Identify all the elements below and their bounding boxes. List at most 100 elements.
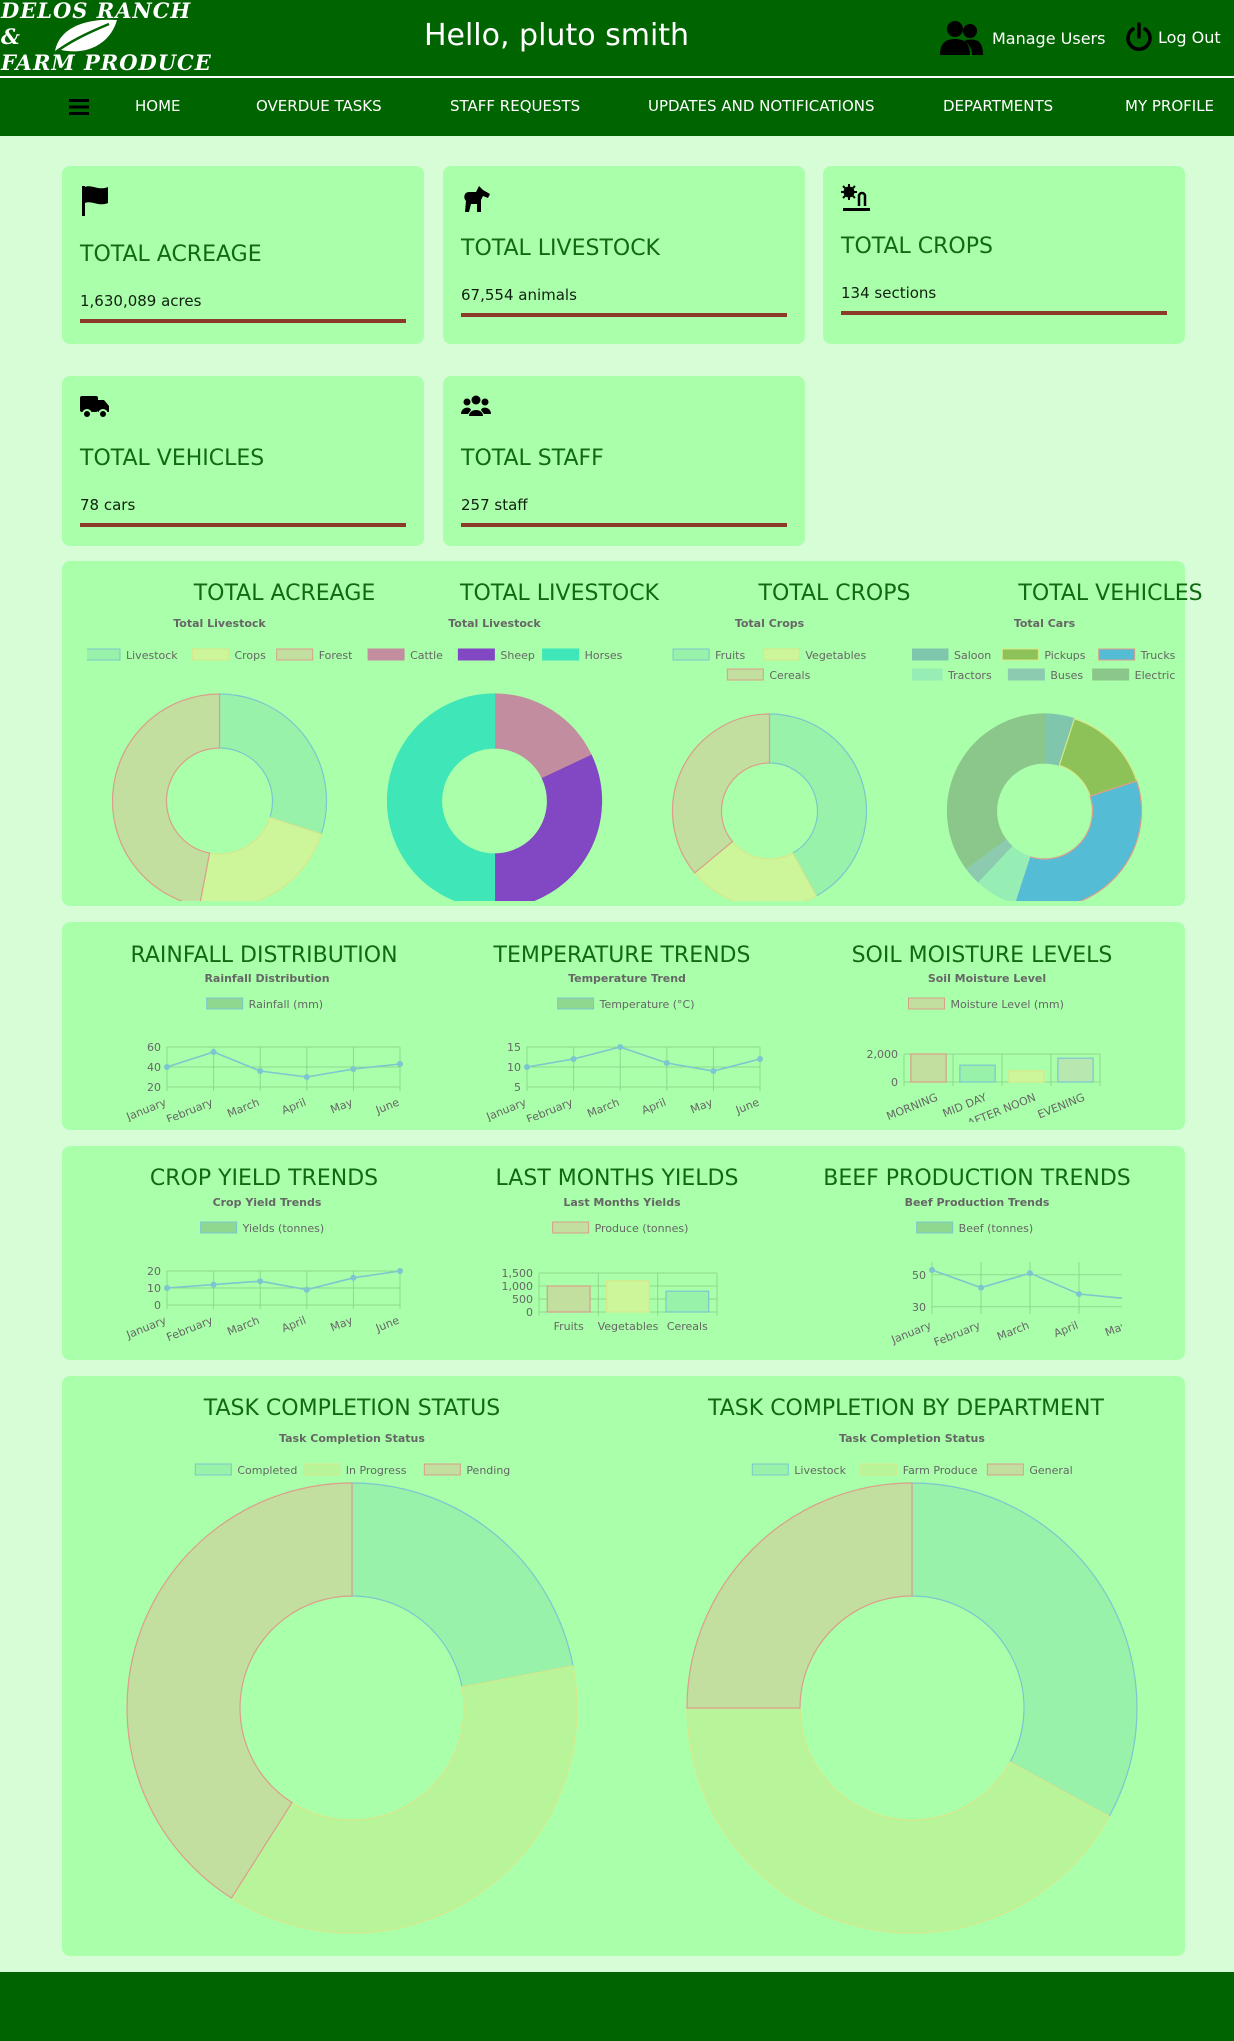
brand-logo[interactable]: DELOS RANCH & FARM PRODUCE — [1, 0, 211, 76]
x-tick-label: June — [373, 1314, 401, 1335]
y-tick-label: 0 — [154, 1299, 161, 1312]
y-tick-label: 1,500 — [502, 1267, 534, 1280]
weather-trends-panel: RAINFALL DISTRIBUTION TEMPERATURE TRENDS… — [62, 922, 1185, 1130]
x-tick-label: June — [733, 1096, 761, 1117]
data-point — [524, 1064, 530, 1070]
x-tick-label: May — [689, 1096, 715, 1117]
greeting-text: Hello, pluto smith — [423, 18, 690, 53]
doughnut-slice — [351, 1482, 574, 1688]
crop-yield-line-chart[interactable]: Crop Yield Trends Yields (tonnes) 20 10 0 Jan… — [122, 1196, 412, 1346]
y-tick-label: 10 — [507, 1061, 521, 1074]
chart-title: Crop Yield Trends — [213, 1196, 322, 1209]
stat-title: TOTAL STAFF — [461, 446, 604, 471]
legend-label: Electric — [1135, 669, 1176, 682]
chart-title: Last Months Yields — [563, 1196, 681, 1209]
y-tick-label: 20 — [147, 1265, 161, 1278]
stat-card-acreage[interactable]: TOTAL ACREAGE 1,630,089 acres — [62, 166, 424, 344]
nav-overdue-tasks[interactable]: OVERDUE TASKS — [256, 97, 382, 115]
doughnut-slice — [493, 754, 603, 901]
legend-label: Horses — [585, 649, 623, 662]
stat-title: TOTAL LIVESTOCK — [461, 236, 660, 261]
logout-button[interactable]: Log Out — [1124, 22, 1221, 52]
stat-underline — [461, 523, 787, 527]
data-point — [210, 1281, 217, 1288]
task-status-doughnut-chart[interactable]: Task Completion Status Completed In Progre… — [102, 1428, 602, 1948]
stat-card-livestock[interactable]: TOTAL LIVESTOCK 67,554 animals — [443, 166, 805, 344]
legend-label: Trucks — [1140, 649, 1176, 662]
data-point — [929, 1267, 935, 1273]
nav-home[interactable]: HOME — [135, 97, 181, 115]
legend-swatch — [206, 997, 244, 1010]
x-tick-label: January — [124, 1096, 169, 1122]
series-line — [166, 1270, 401, 1291]
x-tick-label: April — [640, 1096, 668, 1117]
legend-label: Fruits — [715, 649, 745, 662]
bar — [1057, 1057, 1094, 1083]
x-tick-label: May — [329, 1096, 355, 1117]
task-completion-panel: TASK COMPLETION STATUS TASK COMPLETION B… — [62, 1376, 1185, 1956]
power-icon — [1126, 22, 1152, 51]
chart-title: Beef Production Trends — [905, 1196, 1050, 1209]
legend-label: Temperature (°C) — [599, 998, 695, 1011]
x-tick-label: January — [889, 1319, 934, 1346]
nav-my-profile[interactable]: MY PROFILE — [1125, 97, 1215, 115]
nav-updates-notifications[interactable]: UPDATES AND NOTIFICATIONS — [648, 97, 875, 115]
series-line — [526, 1046, 761, 1072]
doughnut-slice — [493, 693, 593, 780]
stat-card-crops[interactable]: TOTAL CROPS 134 sections — [823, 166, 1185, 344]
production-trends-panel: CROP YIELD TRENDS LAST MONTHS YIELDS BEE… — [62, 1146, 1185, 1360]
y-tick-label: 50 — [912, 1269, 926, 1282]
truck-icon — [80, 396, 109, 419]
beef-line-chart[interactable]: Beef Production Trends Beef (tonnes) 50 30 J… — [832, 1196, 1122, 1346]
bar — [959, 1064, 996, 1083]
data-point — [350, 1066, 357, 1072]
rainfall-line-chart[interactable]: Rainfall Distribution Rainfall (mm) 60 40 20… — [122, 972, 412, 1122]
legend-label: Livestock — [126, 649, 178, 662]
y-tick-label: 0 — [526, 1306, 533, 1319]
x-tick-label: April — [280, 1096, 308, 1117]
legend-swatch — [303, 1463, 341, 1476]
stat-card-staff[interactable]: TOTAL STAFF 257 staff — [443, 376, 805, 546]
stat-card-vehicles[interactable]: TOTAL VEHICLES 78 cars — [62, 376, 424, 546]
y-tick-label: 500 — [512, 1293, 533, 1306]
vehicles-doughnut-chart[interactable]: Total Cars Saloon Pickups Trucks Tractors Bus… — [912, 611, 1177, 901]
x-tick-label: May — [329, 1314, 355, 1335]
legend-label: Pending — [466, 1464, 510, 1477]
legend-label: Buses — [1050, 669, 1083, 682]
doughnut-slice — [230, 1665, 578, 1934]
acreage-doughnut-chart[interactable]: Total Livestock Livestock Crops Forest — [87, 611, 352, 901]
data-point — [303, 1286, 310, 1293]
chart-title: Total Livestock — [448, 617, 541, 630]
doughnut-slice — [671, 713, 771, 874]
stat-underline — [841, 311, 1167, 315]
last-yields-bar-chart[interactable]: Last Months Yields Produce (tonnes) 1,5001… — [477, 1196, 767, 1346]
nav-staff-requests[interactable]: STAFF REQUESTS — [450, 97, 581, 115]
legend-label: Vegetables — [805, 649, 866, 662]
doughnut-slice — [386, 693, 496, 901]
doughnut-slice — [768, 713, 868, 897]
task-department-doughnut-chart[interactable]: Task Completion Status Livestock Farm Prod… — [662, 1428, 1162, 1948]
temperature-line-chart[interactable]: Temperature Trend Temperature (°C) 15 10 5 Ja… — [482, 972, 772, 1122]
data-point — [663, 1060, 670, 1066]
legend-label: Cattle — [410, 649, 443, 662]
soil-moisture-bar-chart[interactable]: Soil Moisture Level Moisture Level (mm) 2,… — [842, 972, 1132, 1122]
data-point — [617, 1044, 624, 1050]
horse-icon — [464, 186, 490, 212]
legend-swatch — [751, 1463, 789, 1476]
x-tick-label: April — [280, 1314, 308, 1335]
legend-label: Produce (tonnes) — [595, 1222, 689, 1235]
nav-departments[interactable]: DEPARTMENTS — [943, 97, 1054, 115]
legend-swatch — [542, 648, 580, 661]
legend-label: Moisture Level (mm) — [951, 998, 1064, 1011]
menu-icon[interactable] — [69, 98, 89, 116]
x-tick-label: January — [124, 1314, 169, 1342]
manage-users-button[interactable]: Manage Users — [938, 18, 1105, 58]
data-point — [397, 1268, 403, 1274]
x-tick-label: March — [225, 1096, 261, 1121]
stat-underline — [461, 313, 787, 317]
crops-doughnut-chart[interactable]: Total Crops Fruits Vegetables Cereals — [637, 611, 902, 901]
livestock-doughnut-chart[interactable]: Total Livestock Cattle Sheep Horses — [362, 611, 627, 901]
legend-swatch — [423, 1463, 461, 1476]
legend-label: Rainfall (mm) — [249, 998, 323, 1011]
legend-swatch — [986, 1463, 1024, 1476]
